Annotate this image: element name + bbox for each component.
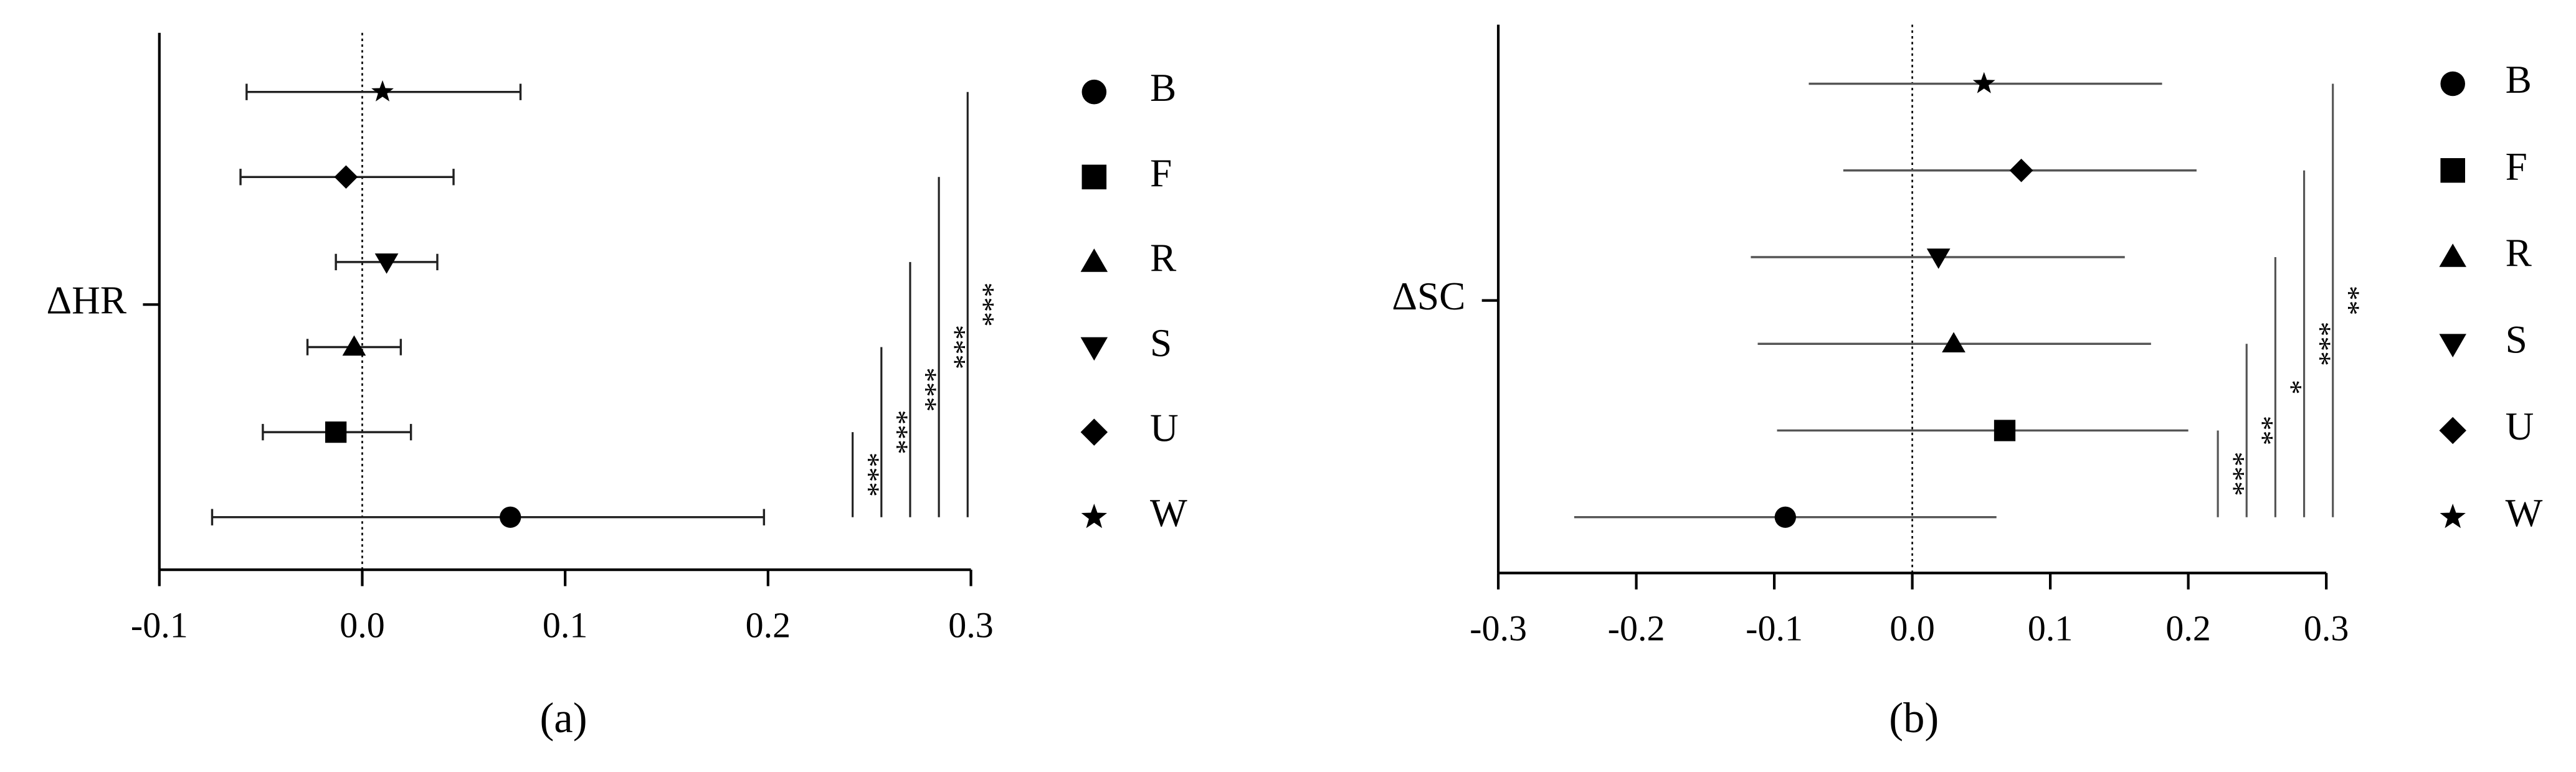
legend-marker <box>2440 71 2465 96</box>
point <box>325 421 347 443</box>
legend-marker <box>2440 503 2466 529</box>
point <box>1926 248 1951 269</box>
legend-label: R <box>2506 232 2532 275</box>
legend-marker <box>1080 337 1108 361</box>
significance-label: *** <box>938 325 971 369</box>
y-axis-label: ΔHR <box>46 279 126 322</box>
legend-marker <box>2440 158 2465 183</box>
legend-marker <box>1080 418 1108 446</box>
legend-label: S <box>1150 321 1172 365</box>
legend-label: U <box>1150 407 1179 450</box>
y-axis-label: ΔSC <box>1392 275 1465 318</box>
x-tick-label: 0.3 <box>948 605 994 645</box>
legend-label: F <box>2506 144 2527 188</box>
legend-label: B <box>2506 58 2532 101</box>
point <box>1942 332 1965 352</box>
legend-label: W <box>1150 491 1187 535</box>
legend-marker <box>2439 417 2466 445</box>
caption: (a) <box>539 694 587 741</box>
legend-label: S <box>2506 318 2527 362</box>
point <box>334 165 358 189</box>
x-tick-label: -0.1 <box>1746 608 1803 649</box>
legend-label: F <box>1150 151 1172 195</box>
x-tick-label: -0.2 <box>1608 608 1665 649</box>
significance-label: * <box>2275 380 2307 395</box>
x-tick-label: 0.0 <box>1889 608 1935 649</box>
x-tick-label: -0.3 <box>1470 608 1527 649</box>
legend-label: U <box>2506 405 2534 448</box>
legend-label: B <box>1150 66 1176 110</box>
point <box>2009 158 2033 182</box>
legend-label: W <box>2506 491 2543 535</box>
x-tick-label: 0.0 <box>340 605 385 645</box>
x-tick-label: 0.1 <box>543 605 587 645</box>
legend-label: R <box>1150 236 1177 280</box>
legend-marker <box>2439 334 2466 357</box>
legend-marker <box>1081 503 1108 529</box>
significance-label: ** <box>2332 286 2365 315</box>
significance-label: *** <box>2304 322 2336 366</box>
point <box>500 506 521 528</box>
caption: (b) <box>1889 694 1939 741</box>
point <box>342 335 366 356</box>
significance-label: *** <box>910 367 942 412</box>
significance-label: *** <box>967 283 999 327</box>
x-tick-label: 0.2 <box>746 605 791 645</box>
point <box>1774 506 1796 528</box>
legend-marker <box>1080 248 1108 272</box>
x-tick-label: 0.3 <box>2304 608 2349 649</box>
point <box>374 253 399 274</box>
significance-label: *** <box>2217 451 2250 496</box>
point <box>1972 72 1995 93</box>
significance-label: ** <box>2246 416 2278 445</box>
significance-label: *** <box>852 453 885 497</box>
point <box>371 80 394 101</box>
x-tick-label: 0.2 <box>2165 608 2211 649</box>
point <box>1994 420 2016 441</box>
legend-marker <box>1081 79 1107 105</box>
significance-label: *** <box>881 410 913 454</box>
legend-marker <box>2439 243 2466 267</box>
legend-marker <box>1081 164 1107 190</box>
x-tick-label: 0.1 <box>2028 608 2073 649</box>
x-tick-label: -0.1 <box>131 605 188 645</box>
